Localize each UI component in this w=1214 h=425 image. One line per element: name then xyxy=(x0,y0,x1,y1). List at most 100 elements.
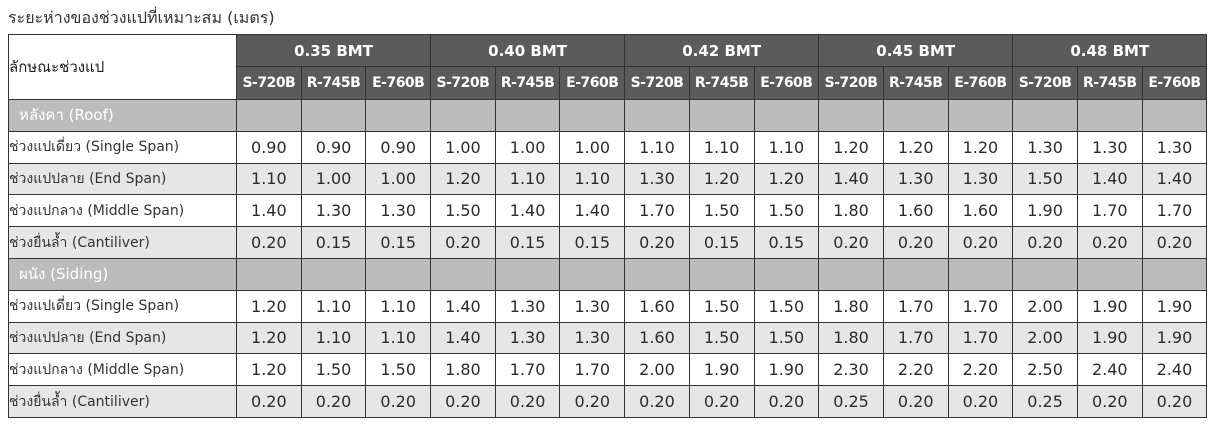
section-filler-cell xyxy=(300,257,367,291)
section-row: หลังคา (Roof) xyxy=(8,99,1208,132)
value-cell: 0.90 xyxy=(236,130,302,164)
value-cell: 1.50 xyxy=(300,353,367,387)
thickness-group-header: 0.40 BMT xyxy=(430,34,626,67)
value-cell: 1.90 xyxy=(688,353,755,387)
section-filler-cell xyxy=(430,99,496,132)
value-cell: 1.20 xyxy=(947,130,1014,164)
value-cell: 0.25 xyxy=(818,385,884,418)
table-row: ช่วงแปปลาย (End Span) 1.10 1.00 1.00 1.20 1.1… xyxy=(8,162,1208,196)
value-cell: 0.20 xyxy=(818,226,884,259)
value-cell: 1.30 xyxy=(1012,130,1078,164)
value-cell: 1.50 xyxy=(753,321,820,355)
value-cell: 0.15 xyxy=(559,226,626,259)
value-cell: 0.90 xyxy=(300,130,367,164)
section-filler-cell xyxy=(365,257,432,291)
value-cell: 1.40 xyxy=(559,194,626,228)
section-filler-cell xyxy=(882,257,949,291)
profile-header: E-760B xyxy=(753,66,820,100)
section-filler-cell xyxy=(947,257,1014,291)
table-row: ช่วงแปเดี่ยว (Single Span) 0.90 0.90 0.90 1.… xyxy=(8,130,1208,164)
value-cell: 1.30 xyxy=(494,289,561,323)
value-cell: 0.20 xyxy=(430,385,496,418)
value-cell: 1.40 xyxy=(430,321,496,355)
value-cell: 2.20 xyxy=(947,353,1014,387)
value-cell: 1.10 xyxy=(300,321,367,355)
profile-header: R-745B xyxy=(688,66,755,100)
section-filler-cell xyxy=(818,257,884,291)
table-row: ช่วงแปกลาง (Middle Span) 1.20 1.50 1.50 1.80… xyxy=(8,353,1208,387)
value-cell: 1.10 xyxy=(688,130,755,164)
purlin-spacing-table: ลักษณะช่วงแป 0.35 BMT 0.40 BMT 0.42 BMT 0.45… xyxy=(8,34,1208,418)
section-filler-cell xyxy=(1076,257,1143,291)
value-cell: 0.15 xyxy=(300,226,367,259)
value-cell: 1.80 xyxy=(818,289,884,323)
row-label: ช่วงแปปลาย (End Span) xyxy=(8,321,237,355)
row-label: ช่วงยื่นล้ำ (Cantiliver) xyxy=(8,385,237,418)
value-cell: 1.30 xyxy=(882,162,949,196)
value-cell: 1.10 xyxy=(624,130,690,164)
profile-header: S-720B xyxy=(430,66,496,100)
value-cell: 2.40 xyxy=(1076,353,1143,387)
profile-header: R-745B xyxy=(494,66,561,100)
section-filler-cell xyxy=(1076,99,1143,132)
section-filler-cell xyxy=(688,99,755,132)
value-cell: 1.50 xyxy=(688,194,755,228)
section-filler-cell xyxy=(1141,257,1208,291)
value-cell: 1.10 xyxy=(753,130,820,164)
section-filler-cell xyxy=(365,99,432,132)
profile-header: R-745B xyxy=(1076,66,1143,100)
value-cell: 1.10 xyxy=(559,162,626,196)
value-cell: 0.20 xyxy=(1012,226,1078,259)
value-cell: 1.20 xyxy=(818,130,884,164)
value-cell: 1.50 xyxy=(688,289,755,323)
value-cell: 1.70 xyxy=(624,194,690,228)
value-cell: 2.00 xyxy=(1012,321,1078,355)
section-filler-cell xyxy=(430,257,496,291)
value-cell: 1.20 xyxy=(236,353,302,387)
value-cell: 1.30 xyxy=(624,162,690,196)
value-cell: 2.00 xyxy=(1012,289,1078,323)
value-cell: 0.20 xyxy=(300,385,367,418)
thickness-group-header: 0.48 BMT xyxy=(1012,34,1208,67)
value-cell: 1.00 xyxy=(365,162,432,196)
value-cell: 2.20 xyxy=(882,353,949,387)
value-cell: 1.30 xyxy=(1076,130,1143,164)
section-filler-cell xyxy=(1141,99,1208,132)
value-cell: 1.00 xyxy=(494,130,561,164)
value-cell: 0.20 xyxy=(753,385,820,418)
value-cell: 1.70 xyxy=(1076,194,1143,228)
section-title: ผนัง (Siding) xyxy=(8,257,237,291)
section-filler-cell xyxy=(494,99,561,132)
value-cell: 0.20 xyxy=(947,385,1014,418)
section-filler-cell xyxy=(1012,257,1078,291)
value-cell: 0.20 xyxy=(882,226,949,259)
value-cell: 1.40 xyxy=(494,194,561,228)
value-cell: 1.30 xyxy=(1141,130,1208,164)
value-cell: 1.00 xyxy=(559,130,626,164)
value-cell: 1.40 xyxy=(818,162,884,196)
value-cell: 1.20 xyxy=(236,289,302,323)
value-cell: 1.20 xyxy=(430,162,496,196)
value-cell: 1.30 xyxy=(947,162,1014,196)
value-cell: 0.20 xyxy=(947,226,1014,259)
section-filler-cell xyxy=(559,99,626,132)
profile-header: S-720B xyxy=(1012,66,1078,100)
value-cell: 1.60 xyxy=(947,194,1014,228)
profile-header: E-760B xyxy=(947,66,1014,100)
thickness-group-header: 0.42 BMT xyxy=(624,34,820,67)
value-cell: 1.80 xyxy=(818,194,884,228)
row-label: ช่วงยื่นล้ำ (Cantiliver) xyxy=(8,226,237,259)
value-cell: 1.00 xyxy=(300,162,367,196)
value-cell: 1.70 xyxy=(882,289,949,323)
value-cell: 0.20 xyxy=(1076,226,1143,259)
value-cell: 1.30 xyxy=(300,194,367,228)
value-cell: 1.10 xyxy=(494,162,561,196)
value-cell: 1.70 xyxy=(882,321,949,355)
value-cell: 1.10 xyxy=(365,289,432,323)
value-cell: 0.15 xyxy=(753,226,820,259)
profile-header: E-760B xyxy=(365,66,432,100)
value-cell: 1.40 xyxy=(1076,162,1143,196)
value-cell: 0.20 xyxy=(1141,385,1208,418)
value-cell: 1.20 xyxy=(688,162,755,196)
value-cell: 1.90 xyxy=(1141,321,1208,355)
